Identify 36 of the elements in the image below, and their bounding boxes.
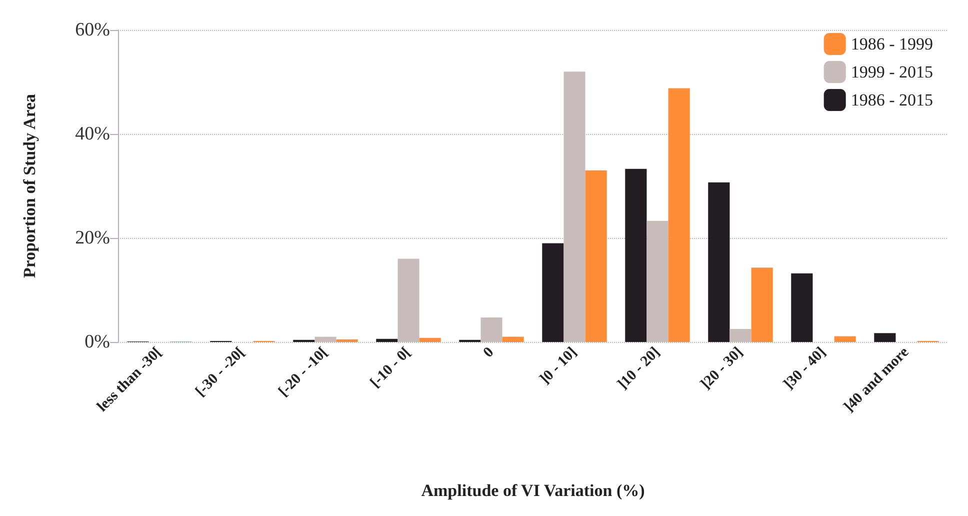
bar: [564, 72, 586, 342]
bar: [791, 273, 813, 342]
y-tick-label: 20%: [75, 228, 110, 248]
bar: [751, 268, 773, 342]
bar: [625, 168, 647, 342]
y-tick-label: 0%: [84, 332, 110, 352]
y-axis-title: Proportion of Study Area: [20, 93, 39, 278]
bar: [646, 220, 668, 342]
bar: [834, 336, 856, 342]
x-tick-label: ]30 - 40]: [780, 344, 830, 393]
x-tick-label: ]10 - 20]: [614, 344, 664, 393]
legend-label: 1986 - 1999: [850, 34, 934, 54]
y-tick-label: 60%: [75, 20, 110, 40]
bar: [314, 336, 336, 342]
x-tick-label: ]20 - 30]: [698, 344, 746, 393]
bar: [376, 338, 398, 342]
x-tick-label: [-20 - -10[: [276, 344, 332, 400]
bar: [668, 88, 690, 342]
legend-label: 1986 - 2015: [850, 90, 934, 110]
legend-label: 1999 - 2015: [850, 62, 934, 82]
x-tick-label: [-30 - -20[: [192, 344, 248, 400]
x-axis-title: Amplitude of VI Variation (%): [421, 481, 645, 500]
bar: [502, 336, 524, 342]
bar: [398, 258, 420, 342]
x-tick-label: 0: [480, 344, 498, 361]
bar: [708, 182, 730, 342]
x-tick-label: [-10 - 0[: [368, 344, 414, 391]
bar: [419, 338, 441, 342]
bar: [585, 170, 607, 342]
bar: [730, 329, 752, 342]
bar: [542, 243, 564, 342]
bar: [874, 333, 896, 342]
bar: [336, 339, 358, 342]
bar: [480, 318, 502, 342]
x-tick-label: ]0 - 10]: [537, 344, 580, 388]
y-tick-label: 40%: [75, 124, 110, 144]
